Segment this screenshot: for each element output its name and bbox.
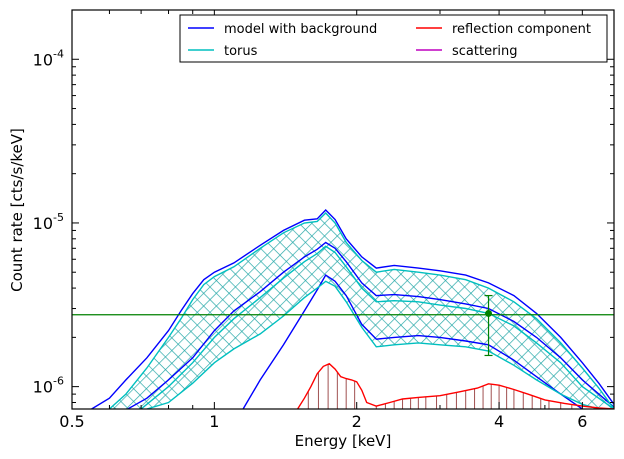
legend-label: scattering (452, 44, 518, 59)
axis-ticks: 0.5 1 2 4 610-610-510-4 (33, 10, 614, 431)
y-tick-label: 10-5 (33, 211, 64, 233)
model-with-background-lower-line (242, 274, 583, 409)
y-tick-label-exponent: -4 (53, 47, 64, 60)
reflection-component-line-line (297, 362, 614, 409)
hatched-band (109, 213, 614, 409)
y-tick-label-base: 10 (33, 214, 53, 233)
x-tick-label: 4 (494, 412, 504, 431)
y-tick-label: 10-4 (33, 47, 64, 69)
x-tick-label: 0.5 (59, 412, 84, 431)
torus-median-line (140, 245, 614, 409)
y-tick-label-exponent: -6 (53, 375, 64, 388)
legend: model with background reflection componen… (179, 14, 608, 63)
y-tick-label: 10-6 (33, 375, 64, 397)
data-point (485, 309, 493, 317)
legend-label: torus (224, 44, 258, 59)
x-tick-label: 1 (209, 412, 219, 431)
legend-label: model with background (224, 22, 377, 37)
legend-box (179, 14, 608, 63)
plot-area (72, 208, 614, 409)
x-axis-label: Energy [keV] (295, 432, 392, 450)
torus-upper-line (108, 211, 614, 409)
model-with-background-median-line (126, 241, 614, 409)
legend-label: reflection component (452, 22, 591, 37)
y-tick-label-base: 10 (33, 378, 53, 397)
y-tick-label-exponent: -5 (53, 211, 64, 224)
y-tick-label-base: 10 (33, 50, 53, 69)
y-axis-label: Count rate [cts/s/keV] (8, 128, 26, 292)
x-tick-label: 6 (577, 412, 587, 431)
x-tick-label: 2 (352, 412, 362, 431)
plot-frame (71, 9, 615, 410)
